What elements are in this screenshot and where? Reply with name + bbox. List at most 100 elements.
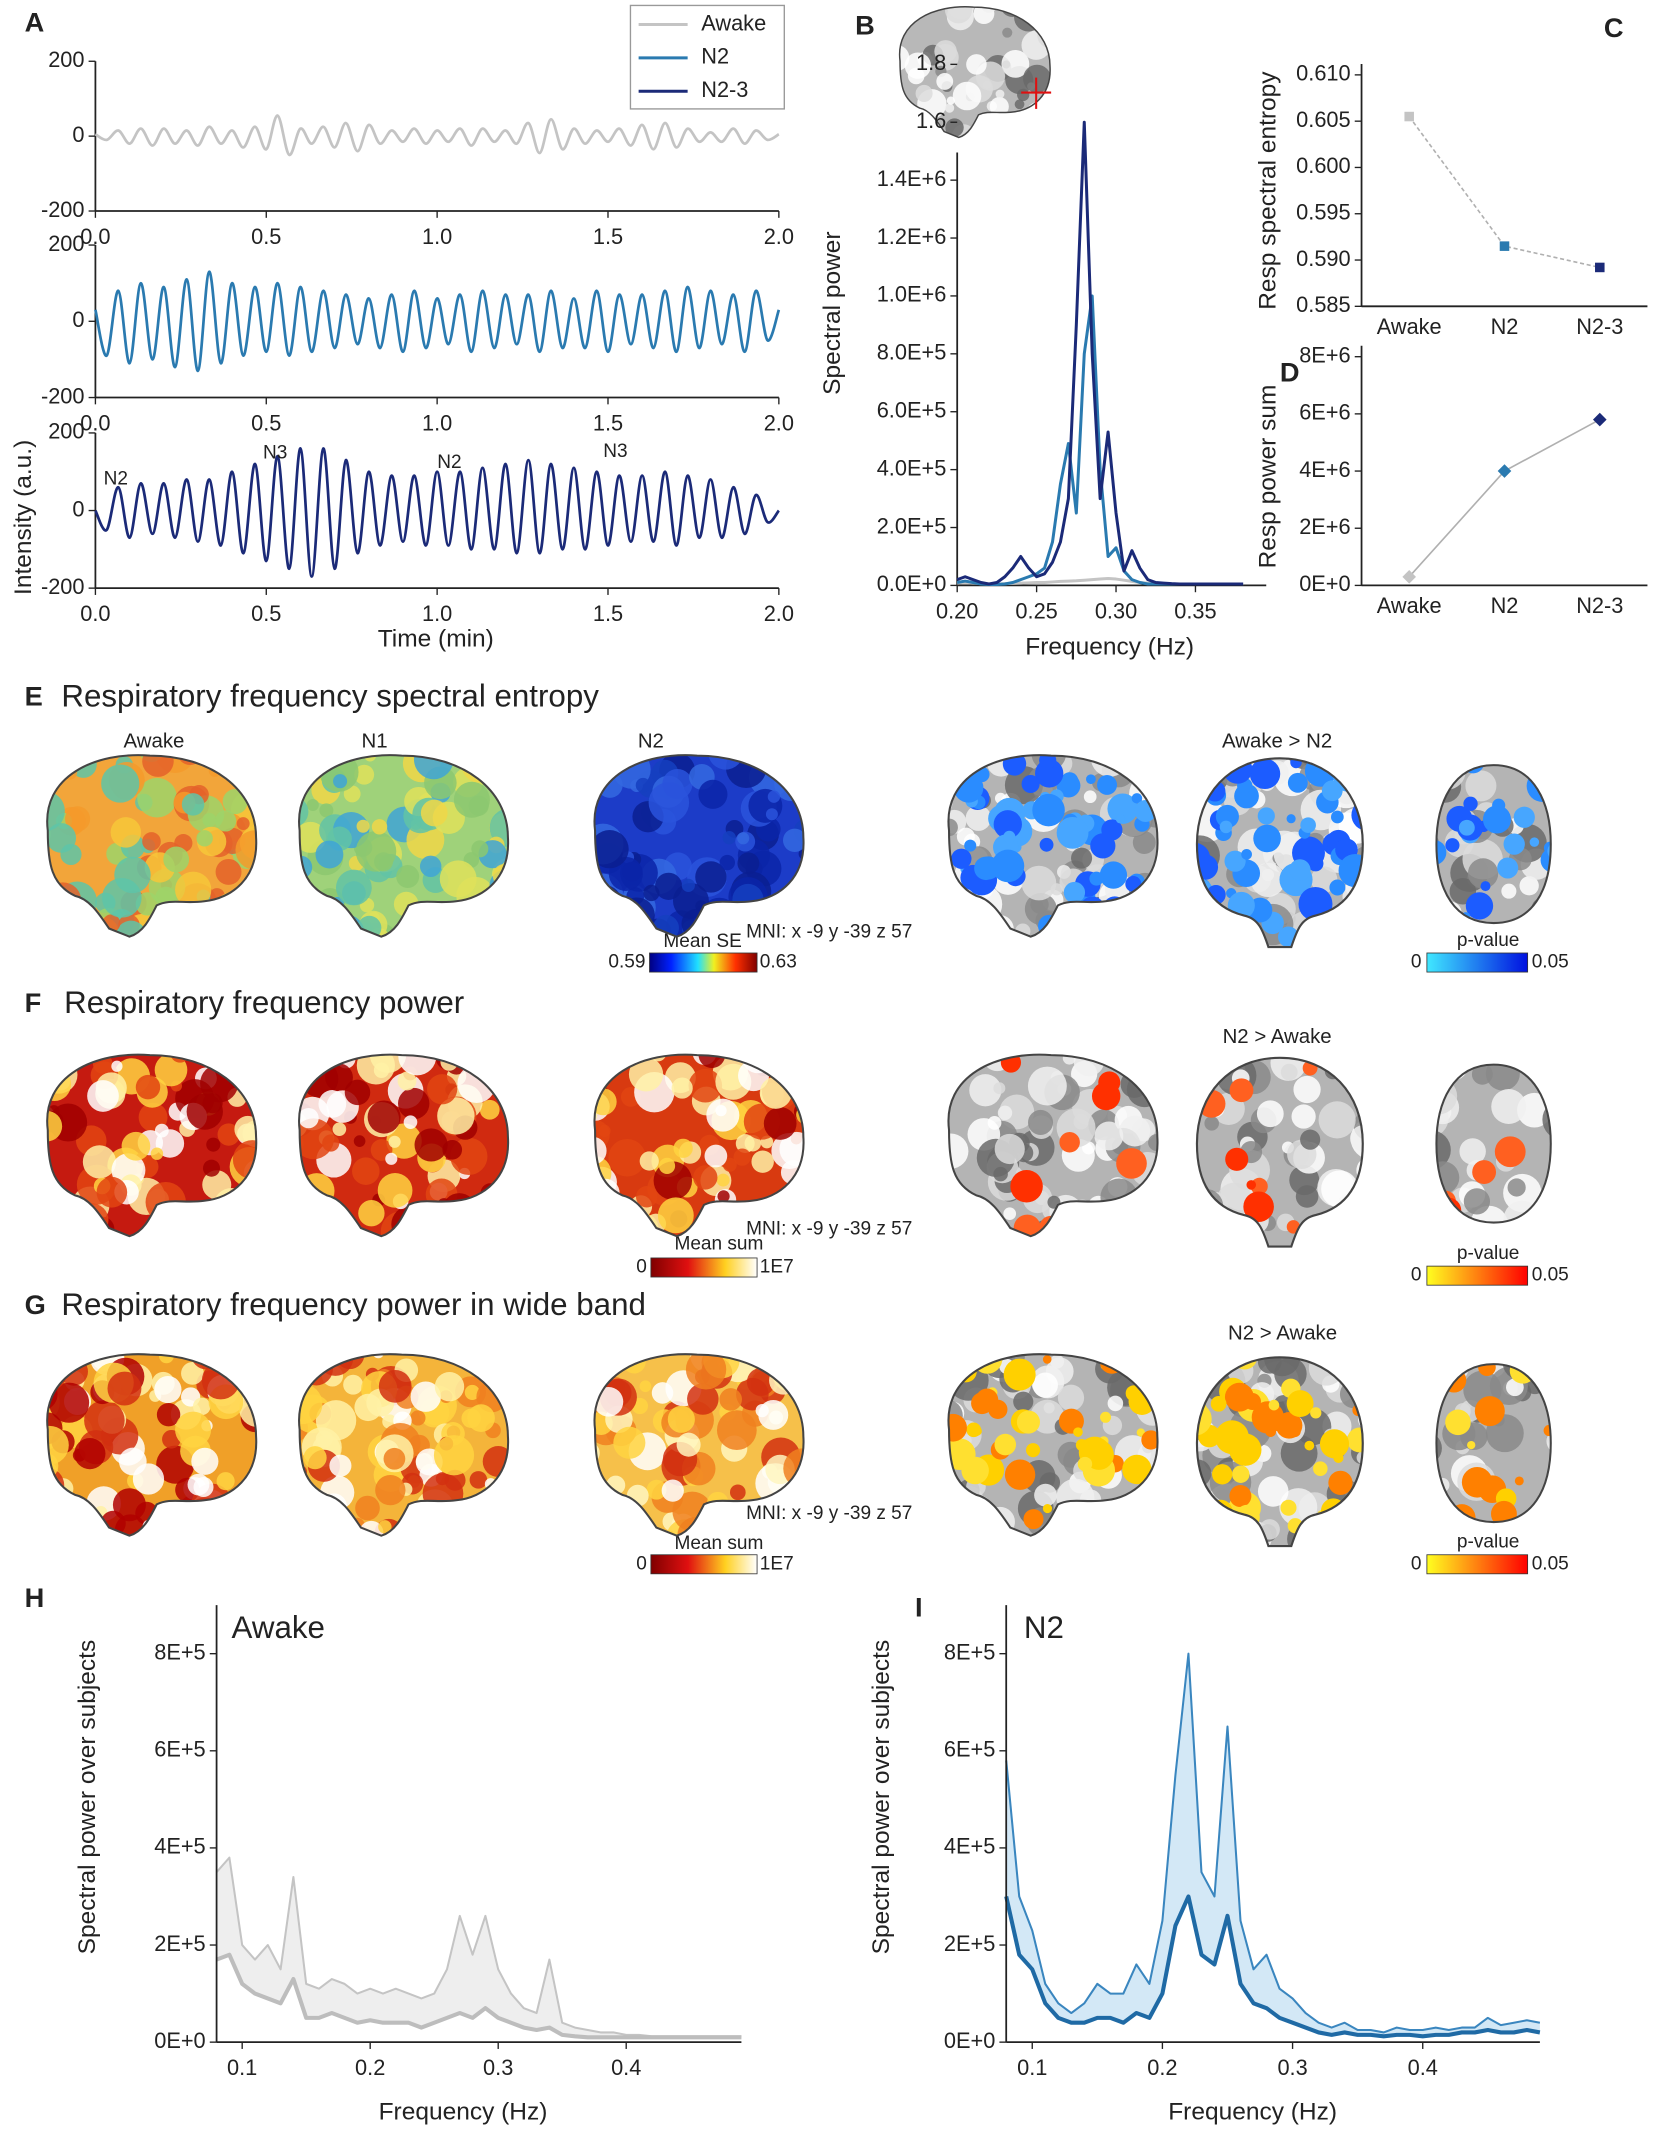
panel-label: I bbox=[915, 1591, 923, 1622]
brain-blob bbox=[993, 1082, 1006, 1095]
brain-blob bbox=[355, 1495, 380, 1521]
brain-blob bbox=[737, 852, 760, 875]
y-tick-label: 6.0E+5 bbox=[877, 397, 947, 422]
brain-blob bbox=[358, 1200, 385, 1227]
colorbar-min: 0 bbox=[636, 1257, 647, 1278]
y-tick-label: 0.590 bbox=[1296, 246, 1350, 271]
overlay-blob bbox=[1338, 853, 1363, 888]
brain-blob bbox=[1519, 876, 1539, 896]
x-tick-label: 1.0 bbox=[422, 411, 452, 436]
brain-blob bbox=[1257, 1476, 1289, 1507]
coords: MNI: x -9 y -39 z 57 bbox=[746, 922, 912, 943]
brain-blob bbox=[383, 1447, 406, 1470]
brain-blob bbox=[779, 1131, 804, 1167]
brain-blob bbox=[695, 861, 727, 893]
brain-blob bbox=[1003, 1207, 1017, 1221]
brain-blob bbox=[1107, 1395, 1124, 1412]
colorbar bbox=[650, 1257, 758, 1278]
brain-blob bbox=[214, 810, 237, 832]
panel-label: C bbox=[1604, 12, 1624, 43]
brain-blob bbox=[671, 1077, 693, 1099]
chart-title: N2 bbox=[1024, 1610, 1064, 1645]
brain-blob bbox=[469, 1471, 488, 1489]
brain-blob bbox=[945, 118, 964, 137]
brain-blob bbox=[934, 40, 957, 63]
overlay-blob bbox=[1086, 774, 1096, 785]
coords: MNI: x -9 y -39 z 57 bbox=[746, 1503, 912, 1524]
brain-blob bbox=[386, 1123, 422, 1159]
brain-blob bbox=[479, 1099, 500, 1120]
brain-blob bbox=[667, 1405, 695, 1433]
brain-blob bbox=[202, 1170, 232, 1200]
line bbox=[94, 270, 781, 373]
brain-blob bbox=[410, 1381, 441, 1412]
legend-label: N2 bbox=[701, 44, 729, 69]
brain-blob bbox=[299, 1118, 334, 1160]
overlay-blob bbox=[1229, 1433, 1262, 1466]
overlay-blob bbox=[1091, 1081, 1121, 1111]
brain-blob bbox=[719, 854, 736, 871]
overlay-blob bbox=[1016, 1410, 1040, 1434]
brain-blob bbox=[388, 1135, 401, 1148]
brain-blob bbox=[1204, 1116, 1219, 1131]
panel-title: Respiratory frequency spectral entropy bbox=[61, 679, 599, 714]
y-tick-label: 1.8 bbox=[916, 50, 946, 75]
brain-blob bbox=[1270, 1057, 1307, 1081]
x-tick-label: 0.2 bbox=[355, 2055, 385, 2080]
annotation: N2 bbox=[437, 452, 461, 473]
brain-blob bbox=[163, 846, 190, 873]
overlay-blob bbox=[1257, 807, 1275, 825]
brain-outline bbox=[298, 754, 509, 938]
brain-blob bbox=[191, 1447, 219, 1475]
brain-fill bbox=[948, 1054, 1158, 1237]
brain-blob bbox=[758, 1399, 789, 1430]
brain-blob bbox=[206, 1137, 221, 1152]
y-tick-label: 200 bbox=[48, 419, 84, 444]
y-tick-label: 0E+0 bbox=[944, 2028, 995, 2053]
brain-blob bbox=[202, 1159, 220, 1177]
y-tick-label: 0 bbox=[72, 122, 84, 147]
pvalue-title: p-value bbox=[1457, 930, 1519, 951]
x-axis-label: Time (min) bbox=[378, 625, 494, 652]
chart-title: Awake bbox=[232, 1610, 325, 1645]
colorbar-title: Mean sum bbox=[674, 1233, 763, 1254]
brain-blob bbox=[135, 1074, 161, 1100]
overlay-blob bbox=[1333, 1452, 1344, 1464]
brain-blob bbox=[419, 855, 442, 878]
x-tick-label: 2.0 bbox=[764, 601, 794, 626]
brain-blob bbox=[82, 1145, 117, 1179]
overlay-blob bbox=[1003, 830, 1016, 844]
brain-blob bbox=[1057, 1384, 1085, 1411]
overlay-blob bbox=[1286, 814, 1296, 824]
brain-blob bbox=[315, 840, 344, 869]
overlay-blob bbox=[1310, 1407, 1322, 1419]
brain-blob bbox=[952, 81, 982, 111]
overlay-blob bbox=[1286, 1390, 1314, 1418]
brain-blob bbox=[435, 1472, 449, 1486]
annotation: N2 bbox=[104, 468, 128, 489]
band bbox=[216, 1857, 742, 2038]
brain-blob bbox=[74, 1438, 106, 1470]
brain-blob bbox=[453, 781, 490, 818]
brain-blob bbox=[155, 1129, 185, 1158]
overlay-blob bbox=[1116, 1148, 1147, 1179]
brain-blob bbox=[735, 1134, 755, 1153]
line bbox=[215, 1952, 742, 2040]
brain-blob bbox=[719, 1388, 742, 1411]
brain-blob bbox=[1094, 1121, 1124, 1151]
y-tick-label: 4E+6 bbox=[1299, 457, 1350, 482]
brain-blob bbox=[936, 73, 954, 90]
y-tick-label: 0.0E+0 bbox=[877, 571, 947, 596]
brain-blob bbox=[403, 1115, 418, 1129]
brain-blob bbox=[303, 1446, 327, 1470]
brain-blob bbox=[1470, 1205, 1509, 1223]
overlay-blob bbox=[1249, 758, 1281, 790]
brain-blob bbox=[325, 1063, 353, 1092]
overlay-blob bbox=[1122, 1454, 1152, 1485]
brain bbox=[298, 1353, 509, 1537]
brain-blob bbox=[1119, 1115, 1151, 1147]
pvalue-bar bbox=[1426, 952, 1529, 973]
brain-blob bbox=[628, 1057, 664, 1092]
brain-blob bbox=[608, 1138, 646, 1177]
